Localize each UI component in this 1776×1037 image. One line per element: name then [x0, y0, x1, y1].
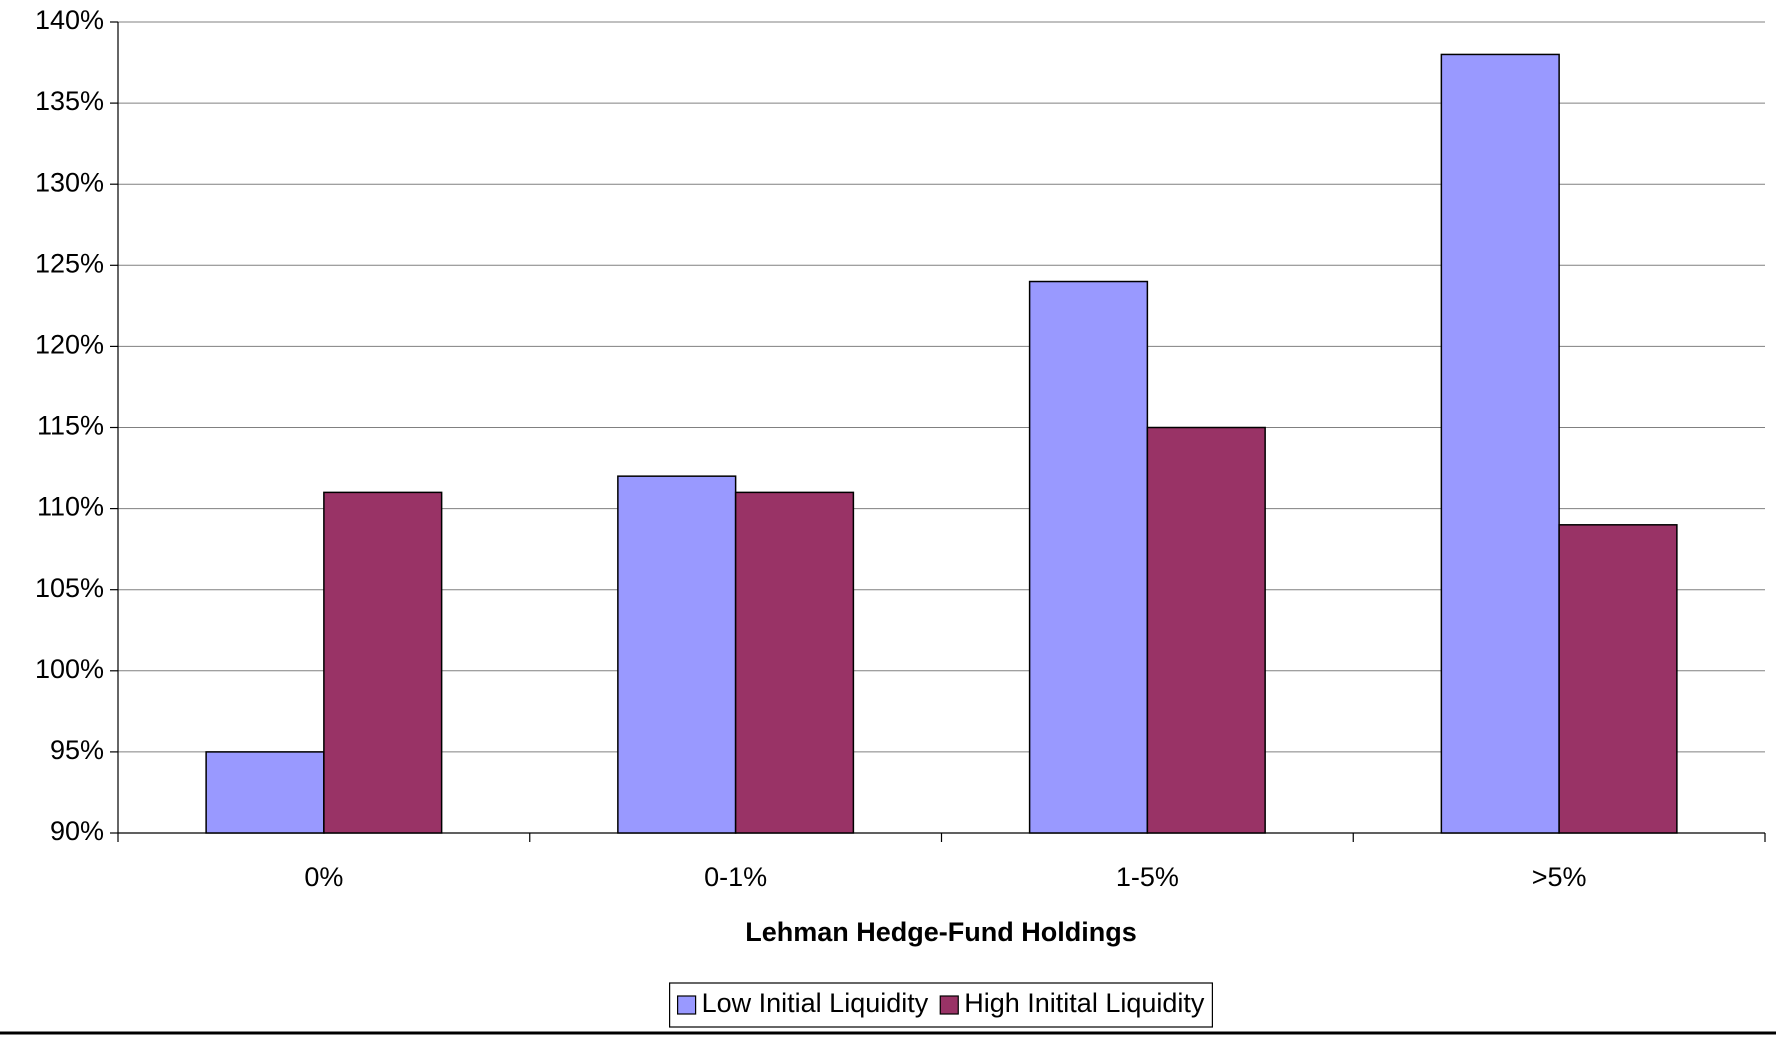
x-tick-label: 1-5%	[1116, 862, 1179, 892]
legend-label: Low Initial Liquidity	[702, 988, 929, 1018]
y-tick-label: 95%	[50, 735, 104, 765]
bar	[1558, 524, 1678, 834]
bar	[205, 751, 325, 834]
bar	[1028, 280, 1149, 834]
x-tick-label: >5%	[1532, 862, 1587, 892]
y-tick-label: 100%	[35, 654, 104, 684]
y-tick-label: 125%	[35, 248, 104, 278]
y-tick-label: 135%	[35, 86, 104, 116]
y-tick-label: 130%	[35, 167, 104, 197]
legend-swatch	[677, 995, 697, 1015]
bar	[734, 491, 855, 834]
y-tick-label: 115%	[37, 411, 104, 441]
y-tick-label: 140%	[35, 5, 104, 35]
x-axis-title: Lehman Hedge-Fund Holdings	[745, 917, 1137, 947]
bar	[1146, 426, 1266, 834]
x-tick-label: 0%	[304, 862, 343, 892]
legend-swatch	[939, 995, 959, 1015]
legend-label: High Initital Liquidity	[964, 988, 1205, 1018]
y-tick-label: 110%	[37, 492, 104, 522]
bar	[1440, 53, 1560, 834]
y-tick-label: 90%	[50, 816, 104, 846]
y-tick-label: 120%	[35, 330, 104, 360]
y-tick-label: 105%	[35, 573, 104, 603]
x-tick-label: 0-1%	[704, 862, 767, 892]
bar	[323, 491, 443, 834]
bar	[617, 475, 737, 834]
